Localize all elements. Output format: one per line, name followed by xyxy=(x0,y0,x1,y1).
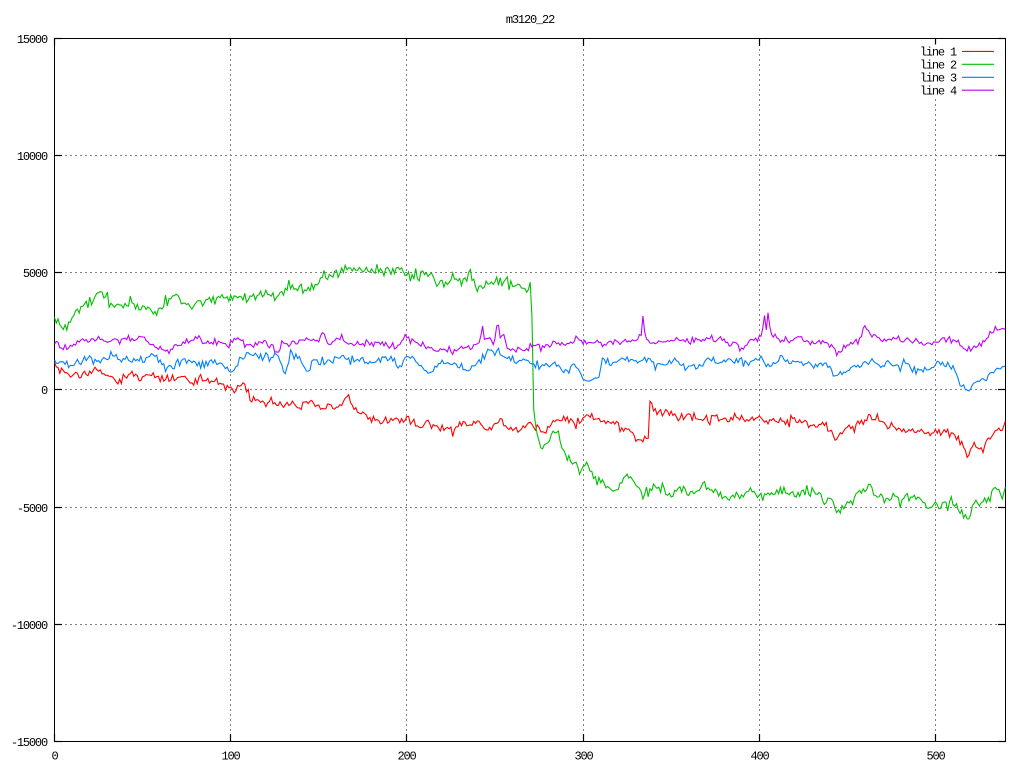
svg-text:-5000: -5000 xyxy=(17,502,48,516)
svg-text:line 4: line 4 xyxy=(920,85,957,99)
svg-text:-15000: -15000 xyxy=(11,736,48,750)
svg-text:-10000: -10000 xyxy=(11,619,48,633)
svg-text:500: 500 xyxy=(926,750,945,764)
svg-text:400: 400 xyxy=(750,750,769,764)
svg-text:0: 0 xyxy=(41,384,48,398)
svg-text:200: 200 xyxy=(397,750,416,764)
svg-text:m3120_22: m3120_22 xyxy=(506,13,555,27)
svg-text:line 1: line 1 xyxy=(920,46,957,60)
svg-text:15000: 15000 xyxy=(17,33,48,47)
svg-text:100: 100 xyxy=(221,750,240,764)
svg-text:line 3: line 3 xyxy=(920,72,957,86)
svg-text:300: 300 xyxy=(574,750,593,764)
svg-text:0: 0 xyxy=(51,750,58,764)
svg-text:line 2: line 2 xyxy=(920,59,957,73)
svg-text:10000: 10000 xyxy=(17,150,48,164)
svg-text:5000: 5000 xyxy=(23,267,48,281)
